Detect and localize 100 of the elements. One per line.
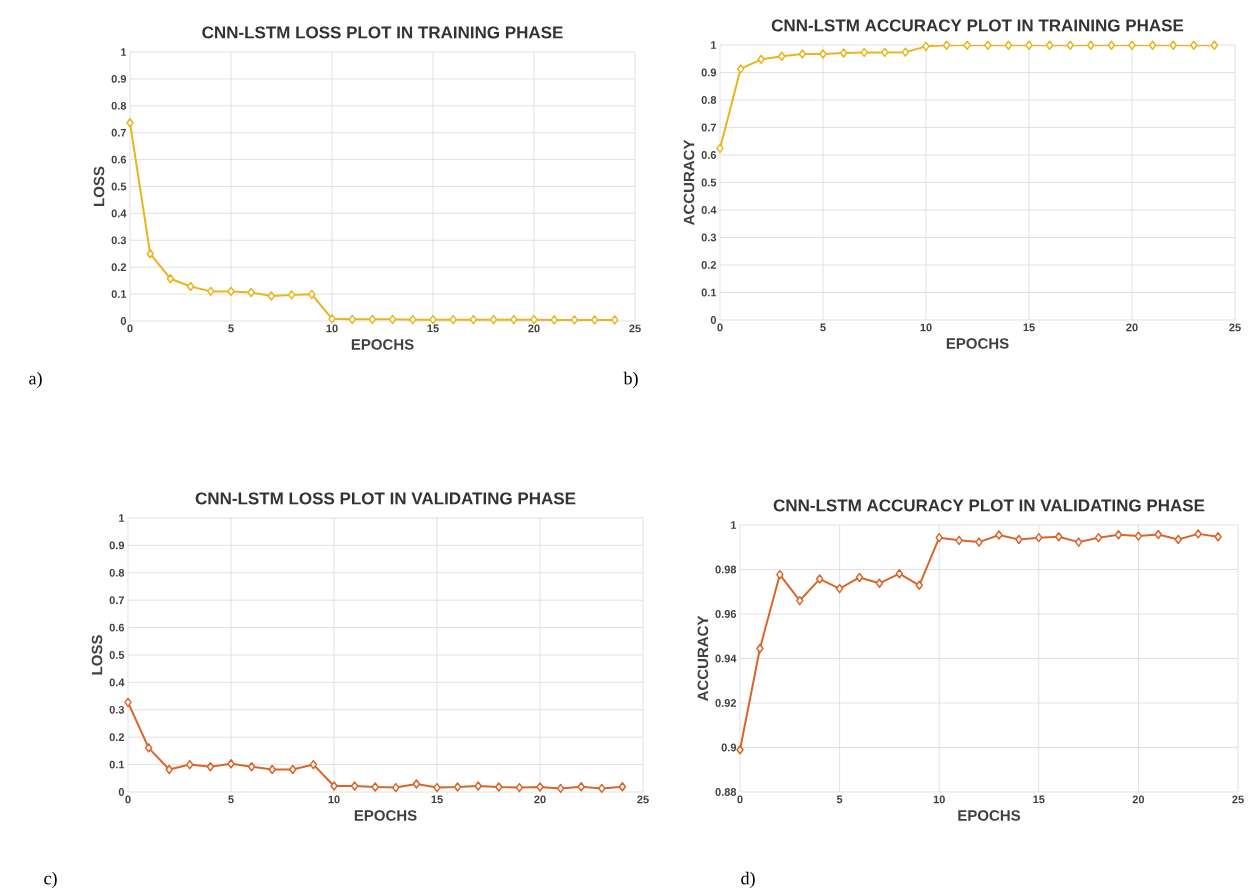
point <box>570 315 579 325</box>
chart-title: CNN-LSTM LOSS PLOT IN VALIDATING PHASE <box>195 492 576 505</box>
point <box>1025 40 1033 51</box>
point <box>798 49 807 59</box>
point <box>429 314 437 325</box>
x-tick-label: 0 <box>127 324 133 333</box>
x-tick-label: 5 <box>228 795 234 804</box>
point <box>963 40 971 51</box>
chart-title: CNN-LSTM ACCURACY PLOT IN VALIDATING PHASE <box>773 499 1205 512</box>
x-axis-title: EPOCHS <box>351 339 414 350</box>
y-tick-label: 0.9 <box>721 743 737 752</box>
text: b) <box>623 371 638 389</box>
point <box>1154 529 1163 540</box>
x-axis-title: EPOCHS <box>946 338 1009 349</box>
point <box>839 48 848 58</box>
x-tick-label: 10 <box>920 323 932 332</box>
point <box>309 759 318 770</box>
point <box>1114 530 1123 540</box>
point <box>308 289 316 300</box>
text: d) <box>741 871 755 889</box>
point <box>433 782 441 793</box>
point <box>590 315 599 325</box>
y-tick-label: 0.1 <box>701 288 717 297</box>
point <box>510 314 518 325</box>
point <box>350 781 359 791</box>
text: c) <box>44 871 57 889</box>
point <box>124 697 132 708</box>
y-tick-label: 0.4 <box>109 678 125 687</box>
point <box>206 762 215 772</box>
point <box>1128 40 1136 51</box>
point <box>1148 40 1157 51</box>
y-tick-label: 0.8 <box>111 101 127 110</box>
x-tick-label: 25 <box>637 795 649 804</box>
x-tick-label: 5 <box>228 324 234 333</box>
point <box>328 314 336 324</box>
point <box>330 781 338 791</box>
y-tick-label: 0.5 <box>109 651 125 659</box>
y-tick-label: 0 <box>120 317 127 325</box>
point <box>1087 40 1095 51</box>
x-tick-label: 10 <box>328 795 340 804</box>
point <box>935 532 943 543</box>
point <box>556 783 565 794</box>
point <box>144 743 153 753</box>
y-tick-label: 0.5 <box>701 178 717 187</box>
point <box>1035 532 1043 543</box>
point <box>474 781 482 791</box>
point <box>1004 40 1013 51</box>
point <box>495 782 503 792</box>
point <box>536 782 544 792</box>
point <box>995 530 1003 540</box>
x-tick-label: 25 <box>629 324 641 333</box>
point <box>146 248 154 259</box>
text: a) <box>29 371 42 389</box>
y-tick-label: 0.8 <box>701 96 717 104</box>
x-tick-label: 15 <box>1023 323 1035 332</box>
point <box>975 537 983 547</box>
x-axis-title: EPOCHS <box>958 810 1021 821</box>
point <box>267 291 276 301</box>
y-tick-label: 0.98 <box>715 565 737 574</box>
x-tick-label: 10 <box>933 795 945 804</box>
point <box>1169 40 1177 51</box>
y-tick-label: 0.9 <box>109 541 125 550</box>
point <box>1107 40 1116 51</box>
y-tick-label: 0.4 <box>111 209 127 218</box>
point <box>530 314 538 325</box>
y-tick-label: 0.4 <box>701 206 717 214</box>
point <box>855 572 864 583</box>
point <box>736 744 744 755</box>
point <box>247 762 256 772</box>
point <box>453 782 462 792</box>
y-tick-label: 0.9 <box>111 75 127 83</box>
y-tick-label: 0.8 <box>109 568 125 577</box>
y-tick-label: 0.88 <box>715 788 737 796</box>
point <box>716 143 724 154</box>
x-tick-label: 25 <box>1232 795 1244 804</box>
point <box>287 290 296 300</box>
point <box>618 782 627 792</box>
point <box>489 314 498 325</box>
point <box>835 583 844 594</box>
y-axis-title: LOSS <box>93 166 105 206</box>
point <box>756 643 764 654</box>
point <box>942 40 951 51</box>
y-axis-title: LOSS <box>91 635 103 675</box>
y-tick-label: 1 <box>119 514 125 522</box>
point <box>955 535 963 546</box>
x-tick-label: 20 <box>528 324 540 333</box>
x-axis-title: EPOCHS <box>354 810 417 821</box>
y-tick-label: 0.6 <box>109 623 125 632</box>
x-tick-label: 15 <box>427 324 439 333</box>
x-tick-label: 20 <box>534 795 546 804</box>
point <box>895 568 904 579</box>
point <box>598 783 606 794</box>
x-tick-label: 5 <box>836 795 843 804</box>
point <box>409 314 417 325</box>
point <box>796 595 804 606</box>
y-tick-label: 1 <box>711 41 717 49</box>
point <box>348 314 356 325</box>
y-tick-label: 0.1 <box>111 290 127 298</box>
point <box>1045 40 1054 51</box>
y-tick-label: 0.2 <box>109 733 125 742</box>
